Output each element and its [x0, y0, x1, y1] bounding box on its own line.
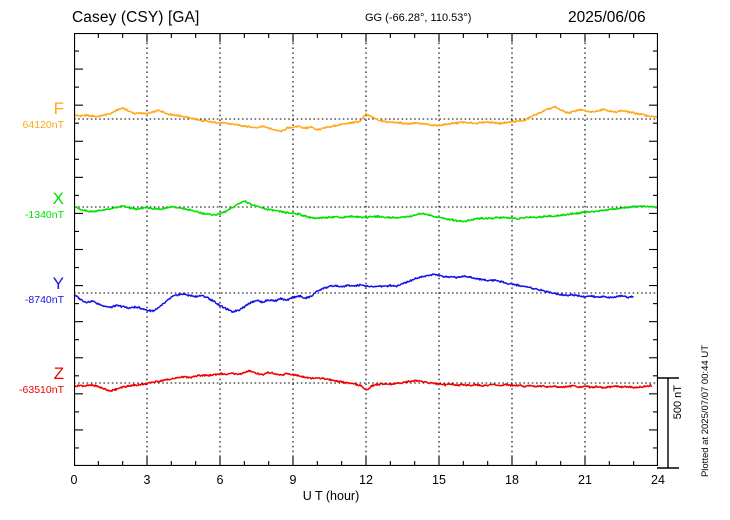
component-value-z: -63510nT: [19, 384, 64, 396]
scale-bar-caption: 500 nT: [672, 385, 684, 420]
component-label-z: Z -63510nT: [0, 365, 64, 396]
trace-y: [74, 273, 634, 314]
x-tick-label: 3: [143, 473, 151, 487]
trace-x: [74, 200, 658, 223]
station-title: Casey (CSY) [GA]: [72, 9, 200, 26]
plot-timestamp: Plotted at 2025/07/07 00:44 UT: [700, 345, 711, 478]
observation-date: 2025/06/06: [568, 9, 646, 26]
component-label-y: Y -8740nT: [0, 275, 64, 306]
scale-bar: [657, 377, 679, 469]
x-tick-label: 6: [216, 473, 224, 487]
component-value-y: -8740nT: [24, 294, 64, 306]
x-tick-label: 12: [359, 473, 373, 487]
plot-canvas: [74, 33, 658, 466]
component-letter-y: Y: [52, 274, 64, 293]
component-label-f: F 64120nT: [0, 100, 64, 131]
component-letter-z: Z: [53, 364, 64, 383]
x-tick-label: 21: [578, 473, 592, 487]
geographic-coordinates: GG (-66.28°, 110.53°): [365, 12, 472, 24]
x-tick-label: 15: [432, 473, 446, 487]
component-value-x: -1340nT: [24, 209, 64, 221]
component-letter-f: F: [53, 99, 64, 118]
x-tick-label: 0: [70, 473, 78, 487]
trace-z: [74, 369, 652, 393]
x-tick-label: 18: [505, 473, 519, 487]
component-value-f: 64120nT: [22, 119, 64, 131]
x-axis-title-text: U T (hour): [302, 489, 360, 503]
trace-f: [74, 105, 658, 133]
component-letter-x: X: [52, 189, 64, 208]
x-tick-label: 9: [289, 473, 297, 487]
component-label-x: X -1340nT: [0, 190, 64, 221]
magnetogram-plot: [74, 33, 658, 466]
x-axis-title: U T (hour): [0, 489, 730, 503]
